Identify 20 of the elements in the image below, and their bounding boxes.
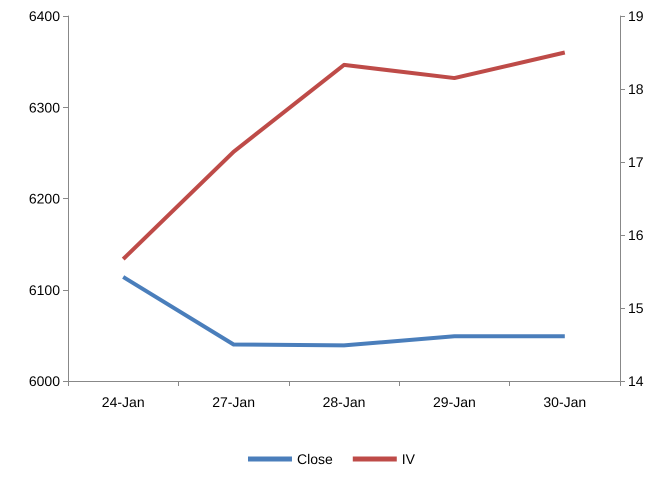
y2-tick-label: 19 (628, 8, 644, 24)
y2-tick-label: 17 (628, 154, 644, 170)
x-tick-label: 28-Jan (322, 394, 366, 410)
x-tick-label: 27-Jan (212, 394, 256, 410)
x-tick-label: 24-Jan (102, 394, 145, 410)
y-tick-label: 6400 (28, 8, 60, 24)
y2-tick-label: 14 (628, 373, 644, 389)
y2-tick-label: 16 (628, 227, 644, 243)
line-series (121, 50, 567, 262)
y-tick-label: 6100 (28, 282, 60, 298)
legend-label: IV (402, 451, 416, 467)
y2-tick-label: 15 (628, 300, 644, 316)
y-tick-label: 6000 (28, 373, 60, 389)
legend-label: Close (296, 451, 333, 467)
y-tick-label: 6300 (28, 99, 60, 116)
y2-tick-label: 18 (628, 81, 644, 97)
y-tick-label: 6200 (28, 190, 60, 206)
line-series (121, 274, 567, 348)
x-tick-label: 29-Jan (432, 394, 476, 410)
x-tick-label: 30-Jan (543, 394, 586, 410)
